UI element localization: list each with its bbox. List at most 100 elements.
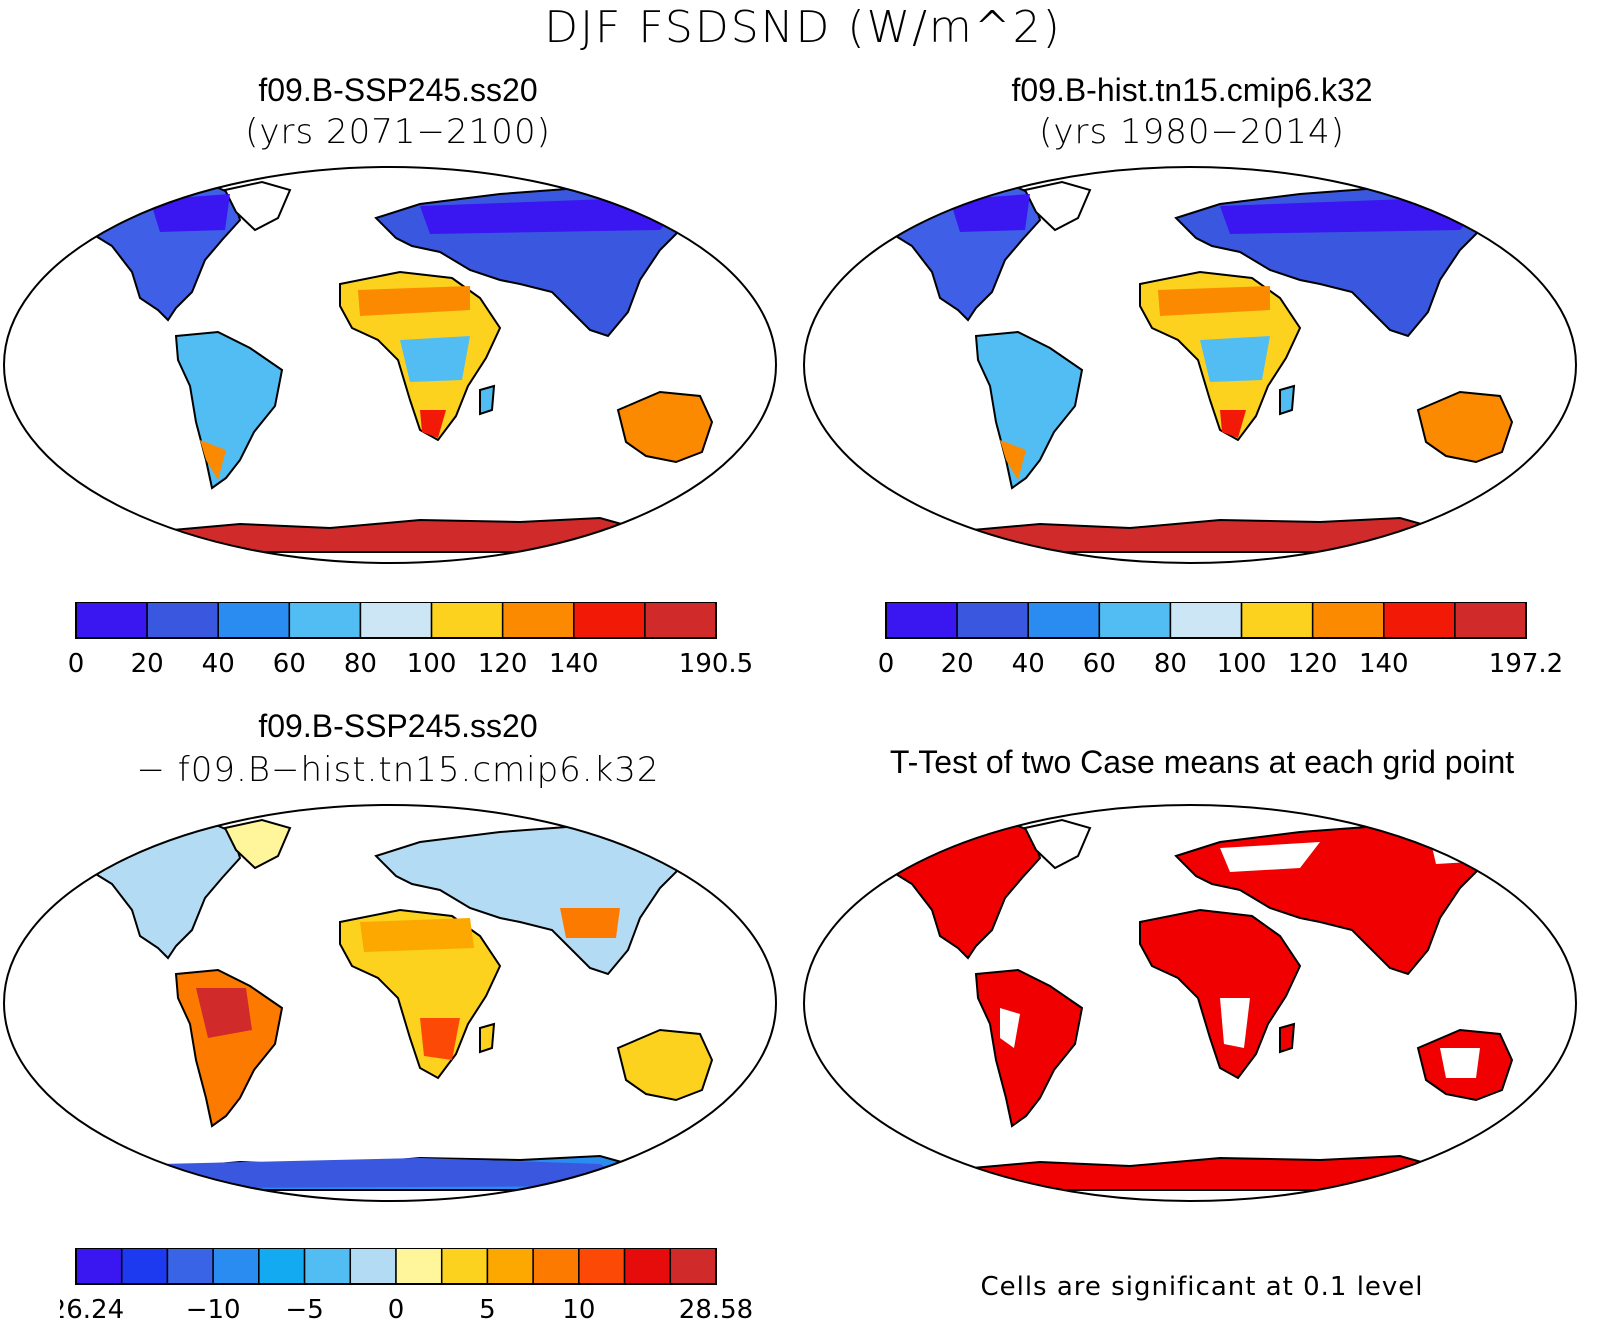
colorbar-swatch xyxy=(1240,602,1314,639)
map-border xyxy=(803,166,1577,564)
region-sahara xyxy=(360,918,474,952)
colorbar-swatch xyxy=(623,1248,672,1285)
colorbar-tick-label: 197.2 xyxy=(1489,649,1563,679)
colorbar-swatch xyxy=(578,1248,626,1285)
panel2-colorbar: 0 20 40 60 80 100 120 140 197.2 xyxy=(878,602,1563,679)
panel2-map xyxy=(803,166,1577,564)
colorbar-swatch xyxy=(1383,602,1456,639)
colorbar-tick-label: −10 xyxy=(186,1295,241,1325)
colorbar-tick-label: 10 xyxy=(562,1295,595,1325)
colorbar-swatch xyxy=(956,602,1029,639)
colorbar-tick-label: 140 xyxy=(549,649,599,679)
panel3-map xyxy=(3,804,777,1202)
colorbar-tick-label: 120 xyxy=(478,649,528,679)
landmass-samerica xyxy=(174,330,284,490)
colorbar-swatch xyxy=(532,1248,580,1285)
colorbar-swatch xyxy=(212,1248,260,1285)
region-north-america-north xyxy=(950,194,1030,232)
colorbar-swatch xyxy=(288,602,362,639)
panel1-subtitle: (yrs 2071−2100) xyxy=(245,112,551,152)
panel1-colorbar: 0 20 40 60 80 100 120 140 190.5 xyxy=(68,602,753,679)
colorbar-swatch xyxy=(1027,602,1101,639)
region-southern-africa xyxy=(1220,410,1246,438)
colorbar-swatch xyxy=(166,1248,214,1285)
landmass-australia xyxy=(1416,390,1514,464)
colorbar-tick-label: 60 xyxy=(1083,649,1116,679)
colorbar-tick-label: 100 xyxy=(407,649,457,679)
region-antarctica-coast xyxy=(160,1158,640,1188)
colorbar-swatch xyxy=(644,602,717,639)
colorbar-tick-label: 28.58 xyxy=(679,1295,753,1325)
landmass-greenland xyxy=(1023,180,1092,232)
region-amazon xyxy=(196,988,252,1038)
landmass-australia xyxy=(616,390,714,464)
colorbar-swatch xyxy=(1169,602,1243,639)
colorbar-swatch xyxy=(359,602,433,639)
colorbar-tick-label: 0 xyxy=(68,649,85,679)
colorbar-tick-label: 0 xyxy=(878,649,895,679)
colorbar-tick-label: 20 xyxy=(131,649,164,679)
colorbar-frame xyxy=(75,602,717,639)
colorbar-tick-label: 40 xyxy=(202,649,235,679)
region-north-america-north xyxy=(150,194,230,232)
colorbar-swatch xyxy=(430,602,504,639)
colorbar-swatch xyxy=(486,1248,534,1285)
landmass-samerica xyxy=(974,330,1084,490)
region-central-africa xyxy=(1200,336,1270,382)
colorbar-tick-label: 80 xyxy=(1154,649,1187,679)
region-sahara xyxy=(358,286,470,316)
landmass-madagascar xyxy=(479,384,496,416)
landmass-antarctica xyxy=(949,1154,1454,1191)
region-central-africa xyxy=(400,336,470,382)
landmass-greenland xyxy=(1023,818,1092,870)
landmass-africa xyxy=(1139,908,1302,1080)
non-significant-africa xyxy=(1220,998,1250,1048)
non-significant-europe xyxy=(1220,842,1320,872)
colorbar-tick-label: 40 xyxy=(1012,649,1045,679)
landmass-antarctica xyxy=(149,516,654,553)
region-southern-africa xyxy=(420,410,446,438)
colorbar-tick-label: 20 xyxy=(941,649,974,679)
panel1-map xyxy=(3,166,777,564)
landmass-madagascar xyxy=(479,1022,496,1054)
colorbar-swatch xyxy=(75,602,148,639)
landmass-madagascar xyxy=(1279,1022,1296,1054)
colorbar-swatch xyxy=(146,602,219,639)
colorbar-tick-label: 190.5 xyxy=(679,649,753,679)
colorbar-swatch xyxy=(440,1248,489,1285)
landmass-madagascar xyxy=(1279,384,1296,416)
panel4-footnote: Cells are significant at 0.1 level xyxy=(980,1272,1424,1302)
panel4-title: T-Test of two Case means at each grid po… xyxy=(889,744,1515,780)
colorbar-tick-label: 140 xyxy=(1359,649,1409,679)
colorbar-swatch xyxy=(1098,602,1172,639)
region-south-america-south xyxy=(1000,440,1026,480)
colorbar-swatch xyxy=(1311,602,1385,639)
colorbar-frame xyxy=(75,1248,717,1285)
colorbar-swatch xyxy=(349,1248,397,1285)
colorbar-swatch xyxy=(75,1248,123,1285)
colorbar-swatch xyxy=(120,1248,169,1285)
region-south-america-south xyxy=(200,440,226,480)
map-land-layer xyxy=(4,167,776,563)
map-border xyxy=(3,166,777,564)
colorbar-tick-label: 5 xyxy=(479,1295,496,1325)
map-land-layer xyxy=(4,805,776,1201)
region-southern-africa xyxy=(420,1018,460,1060)
landmass-antarctica xyxy=(949,516,1454,553)
panel2-subtitle: (yrs 1980−2014) xyxy=(1039,112,1345,152)
map-border xyxy=(3,804,777,1202)
figure-title: DJF FSDSND (W/m^2) xyxy=(544,2,1062,53)
region-east-asia xyxy=(560,908,620,938)
colorbar-swatch xyxy=(501,602,575,639)
landmass-australia xyxy=(616,1028,714,1102)
colorbar-swatch xyxy=(573,602,646,639)
map-land-layer xyxy=(804,167,1576,563)
panel1-title: f09.B-SSP245.ss20 xyxy=(258,72,538,108)
non-significant-australia xyxy=(1440,1048,1480,1078)
colorbar-tick-label: 0 xyxy=(388,1295,405,1325)
landmass-greenland xyxy=(223,180,292,232)
map-border xyxy=(803,804,1577,1202)
colorbar-swatch xyxy=(258,1248,306,1285)
colorbar-tick-label: 120 xyxy=(1288,649,1338,679)
colorbar-swatch xyxy=(885,602,958,639)
